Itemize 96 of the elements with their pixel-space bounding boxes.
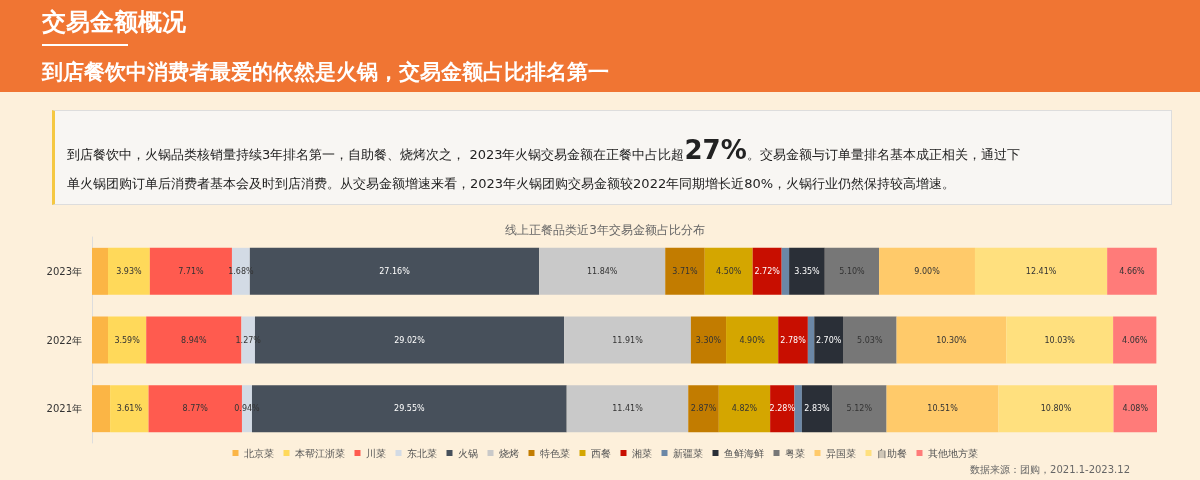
bar (110, 385, 149, 433)
bar (843, 316, 897, 364)
bar (665, 247, 705, 295)
bar (824, 247, 880, 295)
y-tick-label: 2023年 (46, 265, 82, 277)
legend-label: 东北菜 (406, 447, 437, 459)
chart-title: 交易金额概况 (42, 7, 186, 38)
data-label: 12.41% (1025, 266, 1057, 276)
data-label: 5.12% (846, 404, 873, 414)
data-label: 3.61% (116, 404, 143, 414)
data-label: 3.30% (695, 335, 722, 345)
data-label: 2.78% (780, 335, 807, 345)
bar (814, 316, 844, 364)
data-label: 8.77% (182, 404, 209, 414)
data-label: 2.87% (690, 404, 717, 414)
data-label: 10.51% (927, 404, 959, 414)
bar (886, 385, 999, 433)
bar (564, 316, 691, 364)
legend-label: 自助餐 (876, 447, 907, 459)
data-label: 29.55% (394, 404, 425, 414)
data-label: 27.16% (379, 266, 411, 276)
bar (781, 247, 790, 295)
y-tick-label: 2022年 (46, 334, 82, 346)
data-label: 3.71% (672, 266, 699, 276)
data-label: 29.02% (394, 335, 426, 345)
bar (896, 316, 1007, 364)
data-label: 2.83% (804, 404, 831, 414)
bar (789, 247, 825, 295)
bar (1113, 385, 1157, 433)
bar (704, 247, 753, 295)
bar (92, 385, 111, 433)
data-label: 4.90% (739, 335, 766, 345)
data-label: 4.82% (731, 404, 758, 414)
bar (778, 316, 808, 364)
bar (566, 385, 689, 433)
bar (92, 316, 108, 364)
bar (92, 247, 108, 295)
bar (107, 316, 147, 364)
data-label: 10.03% (1044, 335, 1076, 345)
text: 。交易金额与订单量排名基本成正相关，通过下 (746, 146, 1020, 164)
bar (539, 247, 666, 295)
legend-label: 湘菜 (631, 447, 652, 459)
data-label: 9.00% (914, 266, 941, 276)
data-label: 5.03% (857, 335, 883, 345)
data-label: 10.80% (1040, 404, 1072, 414)
data-label: 3.93% (116, 266, 143, 276)
data-label: 4.66% (1119, 266, 1146, 276)
legend-label: 粤菜 (784, 447, 805, 459)
bar (107, 247, 150, 295)
legend-label: 本帮江浙菜 (294, 447, 345, 459)
data-label: 5.10% (839, 266, 866, 276)
legend-label: 烧烤 (498, 447, 519, 459)
bar (998, 385, 1114, 433)
data-label: 11.91% (612, 335, 644, 345)
bar (718, 385, 771, 433)
bar (794, 385, 802, 433)
y-tick-label: 2021年 (46, 403, 82, 415)
data-label: 11.84% (586, 266, 618, 276)
legend-label: 其他地方菜 (927, 447, 978, 459)
legend-label: 川菜 (365, 447, 386, 459)
data-label: 3.35% (794, 266, 821, 276)
bar (879, 247, 975, 295)
source-note: 数据来源：团购，2021.1-2023.12 (970, 463, 1130, 477)
bar (690, 316, 727, 364)
annotation: 线上正餐品类近3年交易金额占比分布 (505, 223, 705, 237)
data-label: 11.41% (612, 404, 644, 414)
bar (1006, 316, 1114, 364)
legend-label: 北京菜 (243, 447, 274, 459)
bar (688, 385, 719, 433)
legend-label: 特色菜 (539, 447, 570, 459)
bar (801, 385, 833, 433)
data-label: 2.70% (815, 335, 842, 345)
data-label: 4.50% (716, 266, 742, 276)
text: 单火锅团购订单后消费者基本会及时到店消费。从交易金额增速来看，2023年火锅团购交易金额较2022年同期增长近80%，火锅行业仍然保持较高增速。 (67, 176, 956, 191)
data-label: 7.71% (178, 266, 204, 276)
text: 到店餐饮中，火锅品类核销量持续3年排名第一，自助餐、烧烤次之， 2023年火锅交易金额在正餐中占比超 (67, 146, 685, 164)
bar (726, 316, 779, 364)
chart-subtitle: 到店餐饮中消费者最爱的依然是火锅，交易金额占比排名第一 (42, 59, 609, 86)
data-label: 10.30% (936, 335, 968, 345)
data-label: 8.94% (181, 335, 207, 345)
legend-label: 鱼鲜海鲜 (723, 447, 764, 459)
text: 27% (684, 135, 747, 165)
bar (807, 316, 815, 364)
bar (1113, 316, 1157, 364)
bar (832, 385, 887, 433)
data-label: 4.08% (1122, 404, 1149, 414)
legend-label: 异国菜 (825, 447, 856, 459)
data-label: 4.06% (1122, 335, 1148, 345)
legend-label: 西餐 (590, 447, 611, 459)
data-label: 2.72% (754, 266, 781, 276)
data-label: 3.59% (114, 335, 141, 345)
legend-label: 火锅 (457, 447, 478, 459)
bar (752, 247, 782, 295)
bar (974, 247, 1108, 295)
legend-label: 新疆菜 (672, 447, 703, 459)
bar (1107, 247, 1157, 295)
